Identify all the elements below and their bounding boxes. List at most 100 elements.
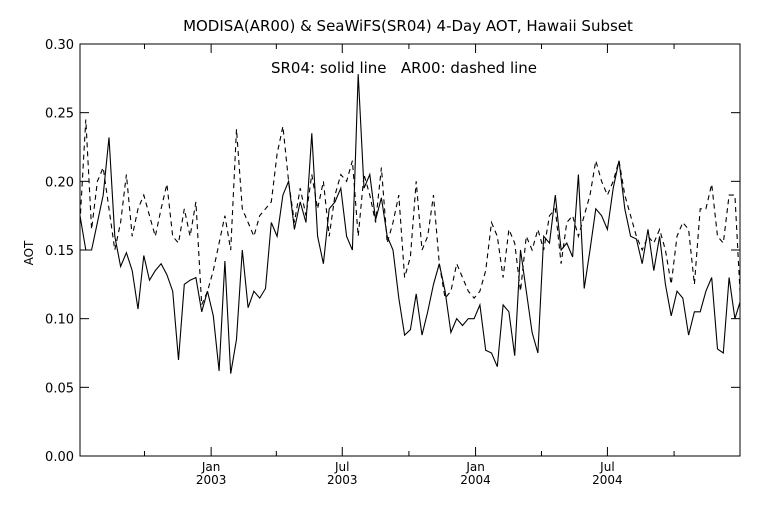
data-point-ar00 (485, 270, 486, 271)
data-point-ar00 (195, 201, 196, 202)
data-point-ar00 (468, 291, 469, 292)
data-point-sr04 (578, 174, 579, 175)
data-point-ar00 (578, 236, 579, 237)
data-point-ar00 (491, 222, 492, 223)
data-point-ar00 (647, 236, 648, 237)
data-point-sr04 (659, 236, 660, 237)
data-point-ar00 (607, 195, 608, 196)
data-point-sr04 (526, 291, 527, 292)
data-point-ar00 (642, 249, 643, 250)
data-point-sr04 (503, 304, 504, 305)
data-point-sr04 (108, 137, 109, 138)
chart-title: MODISA(AR00) & SeaWiFS(SR04) 4-Day AOT, … (183, 17, 633, 35)
data-point-ar00 (630, 215, 631, 216)
data-point-ar00 (317, 208, 318, 209)
data-point-ar00 (265, 208, 266, 209)
data-point-sr04 (161, 263, 162, 264)
data-point-sr04 (143, 255, 144, 256)
data-point-ar00 (190, 236, 191, 237)
data-point-ar00 (526, 236, 527, 237)
data-point-sr04 (317, 236, 318, 237)
data-point-sr04 (462, 325, 463, 326)
data-point-sr04 (445, 291, 446, 292)
data-point-sr04 (723, 352, 724, 353)
data-point-ar00 (636, 236, 637, 237)
data-point-sr04 (601, 215, 602, 216)
data-point-ar00 (739, 291, 740, 292)
data-point-sr04 (694, 311, 695, 312)
data-point-ar00 (184, 208, 185, 209)
data-point-ar00 (445, 298, 446, 299)
data-point-sr04 (213, 315, 214, 316)
data-point-ar00 (300, 188, 301, 189)
data-point-sr04 (508, 311, 509, 312)
data-point-sr04 (184, 284, 185, 285)
data-point-sr04 (363, 188, 364, 189)
data-point-ar00 (671, 284, 672, 285)
data-point-ar00 (259, 215, 260, 216)
data-point-ar00 (543, 249, 544, 250)
data-point-ar00 (474, 298, 475, 299)
data-point-ar00 (618, 160, 619, 161)
data-point-sr04 (155, 270, 156, 271)
data-point-sr04 (248, 307, 249, 308)
series-layer (79, 74, 741, 374)
data-point-sr04 (566, 243, 567, 244)
chart-annotation: SR04: solid line AR00: dashed line (271, 59, 537, 77)
data-point-ar00 (392, 222, 393, 223)
data-point-sr04 (468, 318, 469, 319)
data-point-sr04 (346, 236, 347, 237)
data-point-sr04 (277, 236, 278, 237)
data-point-sr04 (85, 249, 86, 250)
data-point-ar00 (439, 263, 440, 264)
data-point-ar00 (705, 208, 706, 209)
data-point-sr04 (323, 263, 324, 264)
data-point-sr04 (630, 236, 631, 237)
data-point-sr04 (561, 249, 562, 250)
data-point-sr04 (340, 188, 341, 189)
data-point-ar00 (224, 215, 225, 216)
data-point-sr04 (178, 359, 179, 360)
data-point-sr04 (311, 133, 312, 134)
data-point-ar00 (555, 208, 556, 209)
data-point-ar00 (624, 195, 625, 196)
data-point-ar00 (508, 229, 509, 230)
data-point-ar00 (462, 277, 463, 278)
data-point-ar00 (161, 208, 162, 209)
data-point-sr04 (613, 188, 614, 189)
data-point-ar00 (520, 291, 521, 292)
x-tick-label-month: Jan (465, 460, 485, 474)
data-point-sr04 (265, 288, 266, 289)
data-point-sr04 (300, 201, 301, 202)
data-point-ar00 (601, 181, 602, 182)
data-point-sr04 (676, 291, 677, 292)
data-point-sr04 (624, 208, 625, 209)
data-point-ar00 (85, 119, 86, 120)
data-point-ar00 (398, 195, 399, 196)
data-point-ar00 (143, 195, 144, 196)
data-point-sr04 (537, 352, 538, 353)
data-point-sr04 (520, 249, 521, 250)
data-point-sr04 (369, 174, 370, 175)
data-point-ar00 (729, 195, 730, 196)
data-point-sr04 (572, 256, 573, 257)
data-point-ar00 (717, 236, 718, 237)
data-point-sr04 (485, 350, 486, 351)
data-point-ar00 (114, 249, 115, 250)
data-point-sr04 (739, 302, 740, 303)
data-point-ar00 (503, 277, 504, 278)
data-point-ar00 (91, 229, 92, 230)
data-point-sr04 (479, 304, 480, 305)
data-point-ar00 (450, 291, 451, 292)
data-point-sr04 (219, 370, 220, 371)
data-point-sr04 (647, 229, 648, 230)
data-point-ar00 (230, 249, 231, 250)
data-point-ar00 (659, 229, 660, 230)
data-point-ar00 (653, 243, 654, 244)
y-tick-label: 0.00 (45, 450, 74, 465)
data-point-ar00 (242, 208, 243, 209)
data-point-ar00 (282, 126, 283, 127)
data-point-ar00 (381, 167, 382, 168)
x-tick-label-year: 2004 (592, 473, 623, 487)
